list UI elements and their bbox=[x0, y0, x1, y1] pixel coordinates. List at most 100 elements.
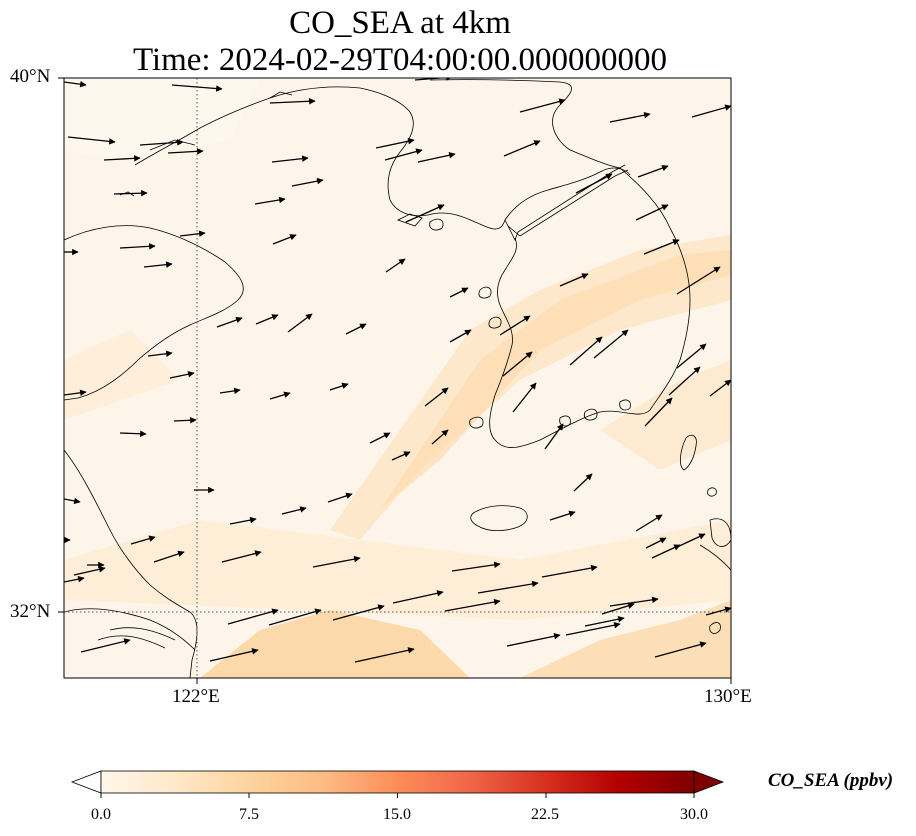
wind-arrow bbox=[272, 234, 297, 245]
wind-arrow bbox=[601, 602, 635, 615]
wind-arrow bbox=[64, 80, 87, 88]
colorbar-tick-label: 7.5 bbox=[239, 806, 259, 823]
wind-arrow bbox=[584, 615, 625, 627]
wind-arrow bbox=[569, 336, 603, 366]
wind-arrow bbox=[209, 648, 259, 662]
colorbar-tick-label: 15.0 bbox=[383, 806, 411, 823]
wind-arrow bbox=[424, 387, 449, 407]
wind-arrow bbox=[559, 273, 589, 287]
wind-arrow bbox=[312, 555, 361, 568]
wind-arrow bbox=[449, 329, 472, 343]
wind-arrow bbox=[451, 561, 501, 572]
wind-arrow bbox=[385, 258, 406, 273]
wind-arrow bbox=[216, 316, 243, 328]
wind-arrow bbox=[645, 537, 667, 549]
wind-arrow bbox=[549, 510, 576, 521]
wind-arrow bbox=[668, 366, 701, 396]
wind-arrow bbox=[417, 152, 456, 163]
axis-ticks bbox=[58, 77, 732, 684]
wind-vector-field bbox=[64, 78, 731, 663]
lat-tick-label-40n: 40°N bbox=[10, 66, 51, 87]
wind-arrow bbox=[575, 173, 613, 194]
wind-arrow bbox=[593, 329, 629, 359]
wind-arrow bbox=[375, 138, 415, 149]
wind-arrow bbox=[254, 196, 286, 205]
wind-arrow bbox=[502, 351, 533, 377]
wind-arrow bbox=[573, 473, 593, 492]
colorbar-label: CO_SEA (ppbv) bbox=[768, 770, 894, 791]
colorbar-max-extension bbox=[693, 770, 725, 794]
wind-arrow bbox=[444, 598, 501, 612]
wind-arrow bbox=[512, 382, 537, 413]
wind-arrow bbox=[269, 98, 316, 105]
wind-arrow bbox=[171, 84, 223, 92]
wind-arrow bbox=[609, 596, 659, 607]
wind-arrow bbox=[64, 497, 81, 505]
wind-arrow bbox=[130, 535, 156, 545]
wind-arrow bbox=[269, 391, 291, 400]
wind-arrow bbox=[391, 451, 411, 461]
wind-arrow bbox=[119, 430, 147, 438]
wind-arrow bbox=[449, 287, 469, 298]
wind-arrow bbox=[637, 164, 669, 178]
wind-arrow bbox=[103, 155, 141, 162]
wind-arrow bbox=[287, 313, 313, 333]
wind-arrow bbox=[674, 533, 706, 549]
wind-arrow bbox=[173, 417, 197, 424]
wind-arrow bbox=[119, 243, 156, 250]
wind-arrow bbox=[255, 314, 279, 325]
wind-arrow bbox=[327, 492, 353, 503]
wind-arrow bbox=[271, 155, 309, 163]
lon-tick-label-130e: 130°E bbox=[704, 686, 752, 707]
wind-arrow bbox=[635, 514, 663, 532]
wind-arrow bbox=[635, 204, 669, 221]
wind-arrow bbox=[281, 506, 307, 515]
wind-arrow bbox=[644, 397, 673, 427]
colorbar-gradient bbox=[100, 770, 695, 794]
wind-arrow bbox=[691, 104, 731, 118]
wind-arrow bbox=[219, 387, 241, 395]
figure-title: CO_SEA at 4km bbox=[289, 5, 511, 41]
wind-arrow bbox=[405, 204, 445, 223]
wind-arrow bbox=[709, 379, 731, 397]
wind-arrow bbox=[153, 550, 185, 563]
wind-arrow bbox=[227, 608, 279, 625]
wind-arrow bbox=[345, 323, 367, 335]
wind-arrow bbox=[147, 350, 173, 357]
wind-arrow bbox=[384, 148, 423, 161]
wind-arrow bbox=[139, 139, 184, 146]
colorbar-min-extension bbox=[70, 770, 102, 794]
wind-arrow bbox=[705, 606, 731, 616]
wind-arrow bbox=[64, 389, 87, 397]
wind-arrow bbox=[268, 608, 322, 626]
wind-arrow bbox=[221, 550, 262, 563]
wind-arrow bbox=[369, 432, 391, 444]
wind-arrow bbox=[431, 429, 449, 445]
wind-arrow bbox=[179, 230, 206, 237]
wind-arrow bbox=[354, 647, 415, 663]
figure-subtitle-time: Time: 2024-02-29T04:00:00.000000000 bbox=[132, 42, 668, 78]
lat-tick-label-32n: 32°N bbox=[10, 601, 51, 622]
wind-arrow bbox=[506, 633, 561, 647]
wind-arrow bbox=[503, 140, 541, 157]
colorbar bbox=[70, 770, 725, 798]
wind-arrow bbox=[113, 189, 148, 197]
wind-arrow bbox=[73, 566, 106, 576]
wind-arrow bbox=[80, 638, 131, 653]
wind-arrow bbox=[544, 423, 564, 450]
colorbar-tick-label: 0.0 bbox=[91, 806, 111, 823]
wind-arrow bbox=[477, 580, 539, 594]
wind-arrow bbox=[519, 98, 566, 113]
wind-arrow bbox=[499, 315, 531, 336]
wind-arrow bbox=[332, 604, 385, 621]
wind-arrow bbox=[654, 641, 707, 658]
wind-arrow bbox=[67, 136, 116, 145]
wind-arrow bbox=[676, 343, 707, 369]
colorbar-tick-label: 22.5 bbox=[531, 806, 559, 823]
map-frame bbox=[63, 77, 732, 679]
wind-arrow bbox=[229, 516, 257, 525]
co-concentration-field bbox=[64, 78, 731, 678]
colorbar-tick-label: 30.0 bbox=[680, 806, 708, 823]
wind-arrow bbox=[392, 590, 444, 604]
